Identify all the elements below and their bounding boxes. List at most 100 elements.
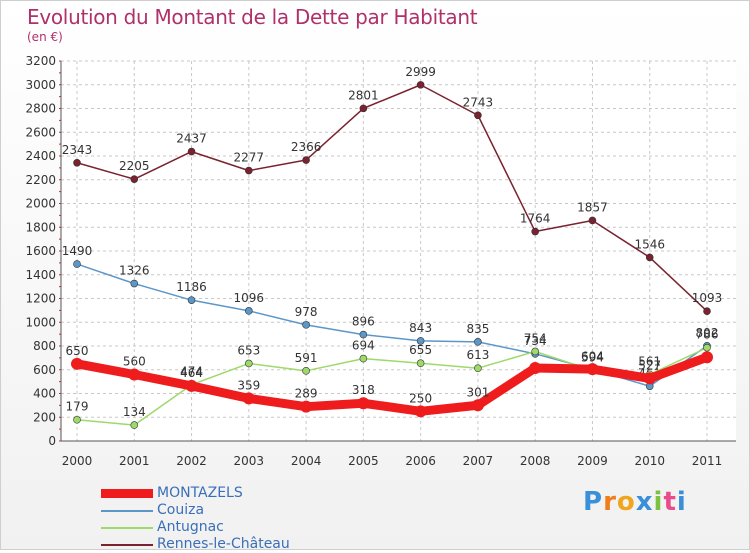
y-tick-label: 400: [33, 387, 56, 401]
data-point-montazels: [586, 363, 599, 376]
legend-label-couiza: Couiza: [157, 502, 205, 518]
data-point-rennes-le-ch-teau: [645, 253, 654, 262]
data-point-antugnac: [73, 415, 81, 424]
data-label-antugnac: 474: [180, 365, 203, 379]
x-tick-label: 2005: [348, 454, 379, 468]
data-label-rennes-le-ch-teau: 2437: [176, 132, 207, 146]
data-point-antugnac: [416, 359, 425, 368]
x-tick-label: 2003: [234, 454, 265, 468]
data-label-couiza: 604: [581, 349, 604, 363]
data-point-couiza: [416, 337, 425, 345]
logo-letter: o: [616, 487, 636, 517]
y-tick-label: 0: [48, 434, 56, 448]
data-label-couiza: 843: [409, 321, 432, 335]
data-point-couiza: [73, 260, 81, 268]
data-point-rennes-le-ch-teau: [588, 216, 597, 225]
legend-swatch-montazels: [101, 489, 153, 498]
data-label-rennes-le-ch-teau: 2205: [119, 159, 150, 173]
data-point-montazels: [529, 361, 542, 374]
y-tick-label: 200: [33, 410, 56, 424]
y-tick-label: 1800: [25, 220, 56, 234]
data-label-couiza: 978: [295, 305, 318, 319]
data-label-rennes-le-ch-teau: 2277: [234, 151, 265, 165]
x-tick-label: 2001: [119, 454, 150, 468]
logo-letter: x: [635, 487, 654, 517]
logo-letter: P: [583, 487, 604, 517]
data-point-antugnac: [130, 421, 139, 429]
data-point-rennes-le-ch-teau: [130, 175, 139, 183]
data-point-montazels: [128, 368, 141, 381]
data-point-rennes-le-ch-teau: [245, 166, 253, 175]
data-label-montazels: 301: [466, 385, 489, 399]
data-point-rennes-le-ch-teau: [703, 307, 711, 316]
data-label-rennes-le-ch-teau: 2366: [291, 140, 322, 154]
data-point-rennes-le-ch-teau: [302, 156, 310, 164]
y-tick-label: 2400: [25, 149, 56, 163]
data-point-montazels: [185, 379, 198, 392]
data-label-rennes-le-ch-teau: 2801: [348, 88, 379, 102]
x-tick-label: 2009: [577, 454, 608, 468]
data-label-rennes-le-ch-teau: 2999: [405, 65, 436, 79]
data-label-couiza: 835: [466, 322, 489, 336]
data-label-rennes-le-ch-teau: 1093: [692, 291, 723, 305]
data-label-couiza: 1490: [62, 244, 93, 258]
data-label-montazels: 318: [352, 383, 375, 397]
legend-swatch-couiza: [101, 510, 153, 512]
data-point-montazels: [701, 351, 713, 364]
data-point-couiza: [245, 307, 253, 315]
data-point-rennes-le-ch-teau: [531, 227, 539, 236]
data-point-antugnac: [302, 367, 310, 375]
data-label-montazels: 250: [409, 391, 432, 405]
data-label-antugnac: 591: [295, 351, 318, 365]
data-point-couiza: [130, 279, 139, 288]
data-label-couiza: 1186: [176, 280, 207, 294]
data-label-antugnac: 613: [466, 348, 489, 362]
data-label-couiza: 1326: [119, 264, 150, 278]
data-point-couiza: [474, 338, 482, 346]
data-point-couiza: [187, 296, 196, 304]
data-label-montazels: 289: [295, 387, 318, 401]
y-tick-label: 2800: [25, 102, 56, 116]
data-label-couiza: 734: [524, 334, 547, 348]
data-label-antugnac: 594: [581, 350, 604, 364]
y-tick-label: 3200: [25, 54, 56, 68]
data-label-antugnac: 786: [696, 328, 719, 342]
x-tick-label: 2002: [176, 454, 207, 468]
data-label-antugnac: 134: [123, 405, 146, 419]
x-tick-label: 2011: [692, 454, 723, 468]
data-label-rennes-le-ch-teau: 1764: [520, 212, 551, 226]
data-point-rennes-le-ch-teau: [474, 111, 482, 120]
data-label-rennes-le-ch-teau: 1546: [634, 237, 665, 251]
data-label-couiza: 896: [352, 315, 375, 329]
data-point-rennes-le-ch-teau: [73, 158, 81, 167]
data-label-couiza: 1096: [234, 291, 265, 305]
data-label-couiza: 802: [696, 326, 719, 340]
x-tick-label: 2008: [520, 454, 551, 468]
x-tick-label: 2004: [291, 454, 322, 468]
logo-letter: r: [603, 487, 617, 517]
data-point-montazels: [242, 392, 255, 405]
x-tick-label: 2010: [634, 454, 665, 468]
data-point-montazels: [643, 372, 656, 385]
legend-swatch-rennes: [101, 544, 153, 546]
data-label-montazels: 650: [66, 344, 89, 358]
data-label-antugnac: 179: [66, 400, 89, 414]
data-point-antugnac: [531, 347, 539, 356]
data-label-montazels: 527: [638, 358, 661, 372]
data-label-rennes-le-ch-teau: 1857: [577, 200, 608, 214]
chart-title: Evolution du Montant de la Dette par Hab…: [27, 5, 478, 29]
data-point-antugnac: [703, 343, 711, 352]
y-tick-label: 600: [33, 363, 56, 377]
data-point-montazels: [471, 399, 484, 412]
y-tick-label: 1200: [25, 292, 56, 306]
data-point-montazels: [300, 400, 313, 413]
data-point-montazels: [414, 405, 427, 418]
data-point-rennes-le-ch-teau: [416, 81, 425, 89]
y-tick-label: 2200: [25, 173, 56, 187]
data-label-antugnac: 561: [638, 354, 661, 368]
legend-label-rennes: Rennes-le-Château: [157, 536, 290, 552]
x-tick-label: 2006: [405, 454, 436, 468]
data-point-montazels: [357, 397, 370, 410]
